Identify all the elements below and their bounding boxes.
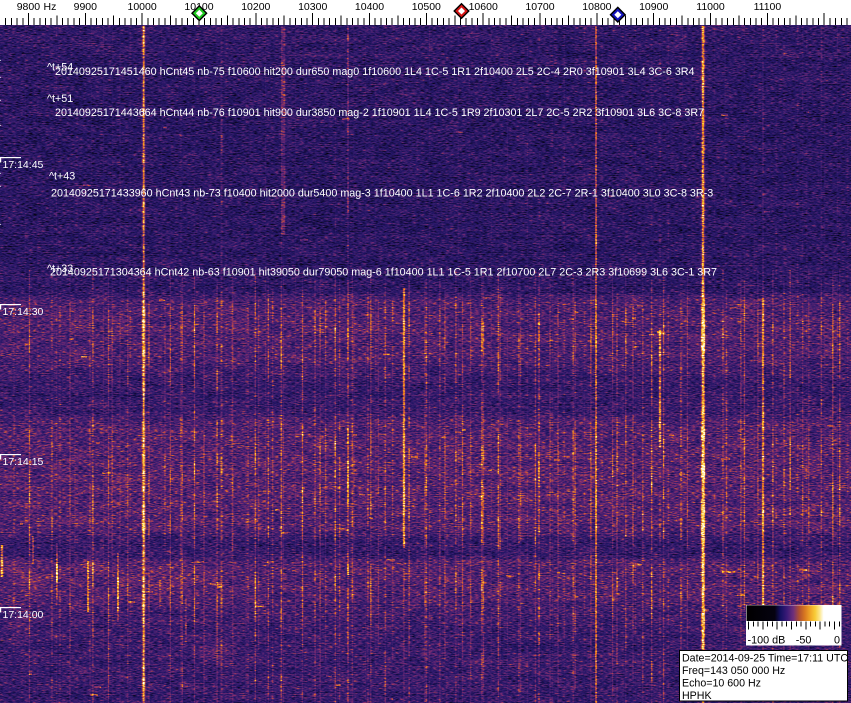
svg-text:-50: -50 bbox=[796, 635, 812, 647]
svg-text:Date=2014-09-25 Time=17:11 UTC: Date=2014-09-25 Time=17:11 UTC bbox=[682, 653, 848, 665]
svg-text:^t+43: ^t+43 bbox=[49, 171, 75, 183]
svg-text:10200: 10200 bbox=[241, 1, 270, 13]
svg-text:0: 0 bbox=[834, 635, 840, 647]
svg-text:11100: 11100 bbox=[754, 1, 782, 13]
svg-text:`: ` bbox=[0, 222, 2, 234]
svg-text:-100 dB: -100 dB bbox=[748, 635, 786, 647]
svg-text:`: ` bbox=[0, 98, 2, 110]
svg-text:17:14:30: 17:14:30 bbox=[3, 306, 44, 318]
svg-text:10500: 10500 bbox=[412, 1, 441, 13]
svg-text:17:14:00: 17:14:00 bbox=[3, 609, 44, 621]
svg-text:10300: 10300 bbox=[298, 1, 327, 13]
svg-text:20140925171304364 hCnt42 nb-63: 20140925171304364 hCnt42 nb-63 f10901 hi… bbox=[50, 266, 717, 278]
svg-text:`: ` bbox=[0, 75, 2, 87]
svg-text:10400: 10400 bbox=[355, 1, 384, 13]
svg-text:Freq=143 050 000 Hz: Freq=143 050 000 Hz bbox=[682, 665, 785, 677]
svg-text:^t+54: ^t+54 bbox=[47, 62, 73, 74]
svg-text:10000: 10000 bbox=[127, 1, 156, 13]
svg-text:10900: 10900 bbox=[639, 1, 668, 13]
svg-text:`: ` bbox=[0, 58, 2, 70]
svg-text:`: ` bbox=[0, 184, 2, 196]
svg-text:11000: 11000 bbox=[696, 1, 725, 13]
svg-text:Echo=10 600 Hz: Echo=10 600 Hz bbox=[682, 678, 761, 690]
svg-text:20140925171451460 hCnt45 nb-75: 20140925171451460 hCnt45 nb-75 f10600 hi… bbox=[55, 66, 695, 78]
svg-text:10800: 10800 bbox=[582, 1, 611, 13]
svg-text:20140925171433960 hCnt43 nb-73: 20140925171433960 hCnt43 nb-73 f10400 hi… bbox=[51, 187, 713, 199]
svg-text:^t+33: ^t+33 bbox=[47, 263, 73, 275]
svg-text:17:14:15: 17:14:15 bbox=[3, 456, 44, 468]
svg-text:Hz: Hz bbox=[44, 1, 57, 13]
svg-text:`: ` bbox=[0, 171, 2, 183]
svg-text:`: ` bbox=[0, 123, 2, 135]
svg-text:10700: 10700 bbox=[525, 1, 554, 13]
svg-text:HPHK: HPHK bbox=[682, 690, 712, 702]
svg-text:17:14:45: 17:14:45 bbox=[3, 159, 44, 171]
svg-text:9900: 9900 bbox=[74, 1, 98, 13]
svg-text:9800: 9800 bbox=[17, 1, 41, 13]
svg-text:20140925171443664 hCnt44 nb-76: 20140925171443664 hCnt44 nb-76 f10901 hi… bbox=[55, 107, 704, 119]
svg-text:10600: 10600 bbox=[469, 1, 498, 13]
svg-text:^t+51: ^t+51 bbox=[47, 93, 73, 105]
